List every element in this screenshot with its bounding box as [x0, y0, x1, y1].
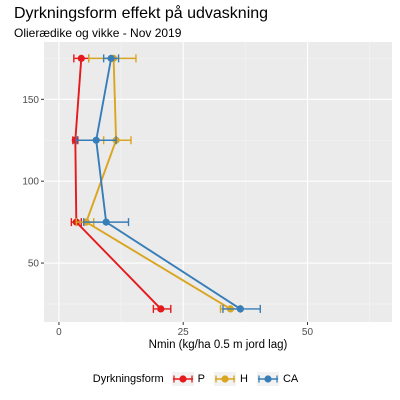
x-axis-title: Nmin (kg/ha 0.5 m jord lag) [149, 339, 288, 351]
legend-key-h [214, 372, 236, 386]
data-point-ca [107, 54, 115, 62]
data-point-ca [236, 305, 244, 313]
x-tick-label: 50 [302, 327, 314, 338]
data-point-p [157, 305, 165, 313]
y-tick-label: 50 [28, 259, 40, 270]
chart-subtitle: Olierædike og vikke - Nov 2019 [14, 26, 182, 40]
series-ca [75, 54, 261, 313]
data-point-p [77, 54, 85, 62]
data-point-ca [102, 218, 110, 226]
legend-item-ca: CA [256, 372, 299, 386]
legend-label-h: H [240, 373, 248, 385]
legend-label-p: P [197, 373, 205, 385]
legend-key-point [221, 375, 229, 383]
legend-title: Dyrkningsform [92, 373, 164, 385]
legend-key-point [179, 375, 187, 383]
legend-key-p [171, 372, 194, 386]
legend-key-ca [256, 372, 279, 386]
chart-title: Dyrkningsform effekt på udvaskning [14, 5, 269, 22]
data-point-p [71, 136, 79, 144]
axis-ticks: 0 25 50 50 100 150 [22, 95, 313, 338]
legend: Dyrkningsform P H CA [0, 368, 400, 390]
legend-item-h: H [214, 372, 248, 386]
series-layer [70, 54, 261, 313]
legend-label-ca: CA [282, 373, 299, 385]
x-tick-label: 0 [56, 327, 62, 338]
data-point-ca [92, 136, 100, 144]
grid-lines [44, 42, 392, 322]
legend-key-point [264, 375, 272, 383]
series-line-ca [95, 58, 241, 310]
series-line-p [74, 58, 162, 310]
y-tick-label: 150 [22, 95, 39, 106]
y-tick-label: 100 [22, 177, 39, 188]
plot-panel [44, 42, 392, 322]
x-tick-label: 25 [178, 327, 190, 338]
legend-item-p: P [171, 372, 205, 386]
